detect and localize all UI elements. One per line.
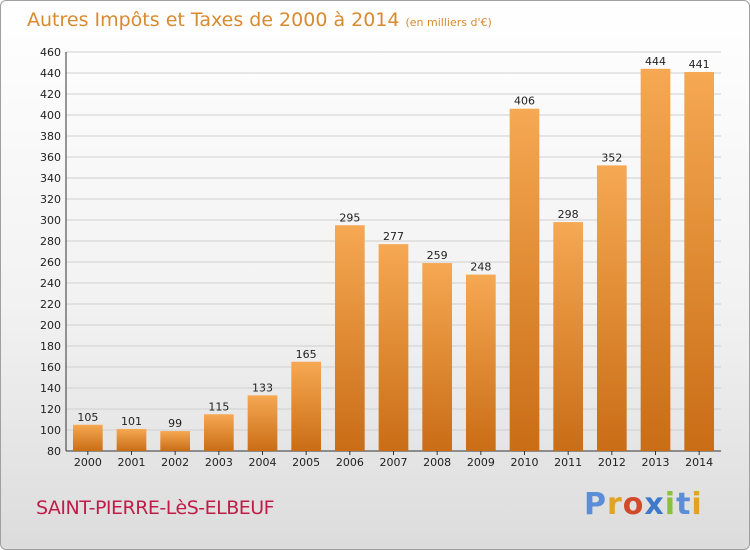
data-label: 248 <box>470 261 491 274</box>
x-tick-label: 2005 <box>292 456 320 469</box>
data-labels: 105 101 99 115 133 165 295 277 259 248 406 298 352 44… <box>77 55 709 430</box>
y-tick-label: 340 <box>40 172 61 185</box>
y-tick-label: 200 <box>40 319 61 332</box>
y-tick-label: 440 <box>40 67 61 80</box>
y-tick-label: 420 <box>40 88 61 101</box>
bar-2000 <box>72 424 103 451</box>
x-tick-label: 2004 <box>249 456 277 469</box>
location-name: SAINT-PIERRE-LèS-ELBEUF <box>36 497 275 519</box>
x-tick-label: 2006 <box>336 456 364 469</box>
data-label: 101 <box>121 415 142 428</box>
brand-logo: Proxiti <box>584 487 703 522</box>
y-tick-label: 140 <box>40 382 61 395</box>
x-tick-label: 2013 <box>642 456 670 469</box>
y-tick-label: 320 <box>40 193 61 206</box>
bar-2011 <box>553 222 584 451</box>
y-tick-label: 460 <box>40 46 61 59</box>
data-label: 99 <box>168 417 182 430</box>
y-tick-label: 120 <box>40 403 61 416</box>
data-label: 352 <box>601 151 622 164</box>
bar-2009 <box>465 274 496 451</box>
y-tick-label: 80 <box>47 445 61 458</box>
y-tick-label: 360 <box>40 151 61 164</box>
data-label: 406 <box>514 95 535 108</box>
x-tick-label: 2002 <box>161 456 189 469</box>
chart-title-text: Autres Impôts et Taxes de 2000 à 2014 <box>27 9 400 31</box>
bar-2002 <box>160 431 191 451</box>
y-tick-label: 160 <box>40 361 61 374</box>
brand-letter: x <box>644 487 665 522</box>
bar-2001 <box>116 428 147 451</box>
data-label: 277 <box>383 230 404 243</box>
brand-letter: o <box>622 487 645 522</box>
y-tick-label: 240 <box>40 277 61 290</box>
data-label: 165 <box>296 348 317 361</box>
brand-letter: i <box>691 487 703 522</box>
chart-title: Autres Impôts et Taxes de 2000 à 2014 (en… <box>27 9 492 31</box>
y-tick-label: 400 <box>40 109 61 122</box>
bar-2006 <box>334 225 365 451</box>
bar-2004 <box>247 395 278 451</box>
bar-2005 <box>291 361 322 451</box>
x-tick-label: 2007 <box>380 456 408 469</box>
data-label: 133 <box>252 381 273 394</box>
x-tick-label: 2014 <box>685 456 713 469</box>
brand-letter: t <box>676 487 692 522</box>
x-tick-label: 2011 <box>554 456 582 469</box>
unit-note: (en milliers d'€) <box>405 16 492 29</box>
bar-2007 <box>378 244 409 451</box>
y-tick-label: 300 <box>40 214 61 227</box>
x-tick-label: 2000 <box>74 456 102 469</box>
x-tick-label: 2009 <box>467 456 495 469</box>
y-tick-label: 220 <box>40 298 61 311</box>
data-label: 444 <box>645 55 666 68</box>
x-tick-labels: 2000 2001 2002 2003 2004 2005 2006 2007 2008 2009… <box>74 456 713 469</box>
bars <box>72 68 715 452</box>
x-tick-label: 2010 <box>511 456 539 469</box>
data-label: 259 <box>427 249 448 262</box>
data-label: 298 <box>558 208 579 221</box>
brand-letter: P <box>584 487 607 522</box>
y-tick-label: 280 <box>40 235 61 248</box>
bar-2008 <box>422 263 453 451</box>
data-label: 295 <box>339 211 360 224</box>
x-tick-label: 2008 <box>423 456 451 469</box>
brand-letter: r <box>607 487 623 522</box>
y-tick-label: 260 <box>40 256 61 269</box>
y-tick-label: 380 <box>40 130 61 143</box>
bar-2013 <box>640 68 671 452</box>
bar-2012 <box>596 165 627 451</box>
x-tick-label: 2003 <box>205 456 233 469</box>
data-label: 115 <box>208 400 229 413</box>
y-tick-label: 180 <box>40 340 61 353</box>
y-tick-label: 100 <box>40 424 61 437</box>
bar-2003 <box>203 414 234 451</box>
data-label: 441 <box>689 58 710 71</box>
bar-2014 <box>684 71 715 451</box>
x-tick-label: 2012 <box>598 456 626 469</box>
data-label: 105 <box>77 411 98 424</box>
x-tick-label: 2001 <box>118 456 146 469</box>
y-tick-labels: 80 100 120 140 160 180 200 220 240 260 280 300 320 34… <box>40 46 61 458</box>
brand-letter: i <box>664 487 677 522</box>
bar-2010 <box>509 108 540 451</box>
